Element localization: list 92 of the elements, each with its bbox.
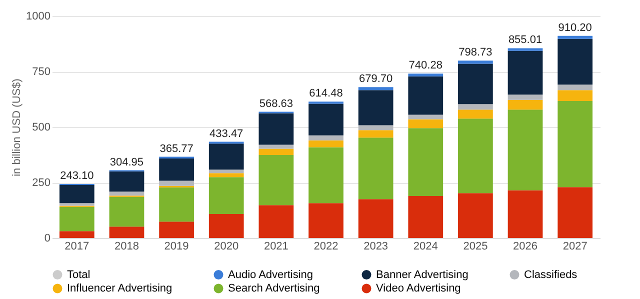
y-tick-label: 0 — [44, 232, 50, 244]
x-tick-label: 2020 — [214, 240, 239, 252]
x-tick-label: 2022 — [314, 240, 338, 252]
bar — [408, 74, 444, 76]
bar — [208, 177, 244, 214]
x-tick-label: 2027 — [562, 240, 588, 252]
bar — [408, 76, 444, 115]
legend-label: Influencer Advertising — [67, 282, 172, 294]
bar — [109, 171, 144, 192]
bar — [458, 193, 493, 238]
total-label: 365.77 — [160, 142, 194, 155]
bar — [358, 90, 394, 126]
bar — [308, 104, 344, 136]
bar — [358, 87, 394, 90]
bar — [358, 130, 394, 138]
legend-label: Audio Advertising — [228, 268, 313, 281]
bar — [358, 125, 394, 130]
legend-label: Banner Advertising — [376, 268, 468, 281]
bar — [458, 64, 493, 104]
bar — [558, 38, 593, 85]
legend-label: Video Advertising — [376, 282, 461, 294]
x-tick-label: 2021 — [264, 240, 288, 252]
bar — [458, 104, 493, 110]
bar — [59, 206, 94, 232]
y-axis-title: in billion USD (US$) — [11, 78, 24, 176]
bar — [458, 60, 493, 64]
bar — [59, 231, 94, 238]
bar — [508, 50, 543, 95]
x-tick-label: 2024 — [413, 240, 438, 252]
y-tick-label: 750 — [32, 66, 50, 78]
y-tick-label: 500 — [32, 122, 50, 134]
bar — [358, 138, 394, 200]
bar — [408, 114, 444, 120]
bar — [109, 196, 144, 227]
bar — [358, 199, 394, 238]
bar — [258, 154, 294, 206]
bar — [508, 110, 543, 190]
bar — [159, 180, 194, 186]
total-label: 568.63 — [259, 98, 294, 110]
total-label: 433.47 — [210, 128, 244, 140]
bar — [308, 203, 344, 238]
bar — [408, 119, 444, 128]
y-tick-label: 1000 — [26, 10, 50, 22]
bar — [558, 84, 593, 90]
bar — [258, 148, 294, 155]
total-label: 679.70 — [358, 73, 393, 86]
bar — [109, 226, 144, 238]
bar — [208, 173, 244, 178]
bar — [458, 110, 493, 119]
bar — [308, 135, 344, 140]
total-label: 798.73 — [458, 46, 492, 59]
y-tick-label: 250 — [32, 177, 50, 189]
bar — [159, 187, 194, 222]
bar — [458, 118, 493, 194]
total-label: 614.48 — [309, 88, 343, 100]
bar — [508, 94, 543, 100]
x-tick-label: 2026 — [513, 240, 538, 252]
bar — [159, 158, 194, 181]
x-tick-label: 2025 — [463, 240, 488, 252]
x-tick-label: 2019 — [164, 240, 189, 252]
bar — [258, 113, 294, 145]
x-tick-label: 2023 — [364, 240, 388, 252]
bar — [558, 36, 593, 39]
bar — [408, 128, 444, 196]
total-label: 855.01 — [508, 34, 542, 46]
bar — [208, 170, 244, 174]
bar — [59, 203, 94, 206]
bar — [258, 144, 294, 149]
total-label: 740.28 — [408, 60, 442, 72]
legend-label: Classifieds — [524, 268, 578, 281]
bar — [59, 184, 94, 204]
bar — [508, 48, 543, 51]
bar — [558, 187, 593, 238]
x-tick-label: 2018 — [114, 240, 139, 252]
bar — [308, 147, 344, 204]
bar — [159, 222, 194, 238]
bar — [258, 205, 294, 238]
bar — [208, 214, 244, 238]
bar — [109, 192, 144, 196]
bar — [208, 144, 244, 170]
bar — [508, 100, 543, 110]
bar — [558, 90, 593, 102]
bar — [558, 101, 593, 188]
total-label: 910.20 — [558, 22, 592, 34]
total-label: 243.10 — [60, 170, 94, 182]
bar — [408, 196, 444, 238]
bar — [508, 190, 543, 238]
legend-label: Search Advertising — [228, 282, 320, 294]
x-tick-label: 2017 — [64, 240, 90, 252]
legend-label: Total — [67, 268, 90, 281]
bar — [308, 140, 344, 148]
total-label: 304.95 — [110, 156, 144, 168]
